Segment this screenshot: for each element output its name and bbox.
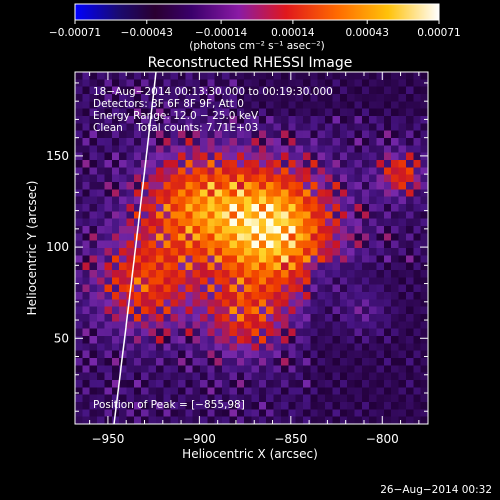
colorbar-ticks: −0.00071 −0.00043 −0.00014 0.00014 0.00043 0.… <box>49 20 461 39</box>
y-tick-label: 100 <box>46 240 69 254</box>
plot-frame <box>74 71 429 425</box>
colorbar-units: (photons cm⁻² s⁻¹ asec⁻²) <box>189 40 324 52</box>
colorbar-tick-label: −0.00043 <box>121 27 173 39</box>
peak-position-label: Position of Peak = [−855,98] <box>93 399 245 411</box>
colorbar-tick-label: −0.00014 <box>195 27 248 39</box>
y-tick-label: 50 <box>54 331 69 345</box>
info-energy-range: Energy Range: 12.0 − 25.0 keV <box>93 110 259 122</box>
info-clean-counts: Clean Total counts: 7.71E+03 <box>93 122 259 134</box>
colorbar-tick-label: 0.00071 <box>417 27 460 39</box>
colorbar-tick-label: −0.00071 <box>49 27 101 39</box>
colorbar <box>74 3 440 21</box>
solar-limb <box>113 71 157 425</box>
chart-title: Reconstructed RHESSI Image <box>148 55 353 71</box>
x-tick-label: −950 <box>91 432 124 446</box>
x-tick-label: −850 <box>274 432 307 446</box>
heatmap-image <box>75 72 428 424</box>
colorbar-tick-label: 0.00043 <box>346 27 389 39</box>
y-tick-label: 150 <box>46 149 69 163</box>
x-tick-label: −800 <box>366 432 399 446</box>
colorbar-tick-label: 0.00014 <box>271 27 315 39</box>
x-tick-label: −900 <box>183 432 216 446</box>
x-axis-label: Heliocentric X (arcsec) <box>182 447 318 461</box>
footer-date: 26−Aug−2014 00:32 <box>380 484 492 496</box>
y-axis-ticks: 50 100 150 <box>46 82 428 412</box>
y-axis-label: Heliocentric Y (arcsec) <box>25 181 39 316</box>
info-time-range: 18−Aug−2014 00:13:30.000 to 00:19:30.000 <box>93 86 333 98</box>
x-axis-ticks: −950 −900 −850 −800 <box>89 72 420 446</box>
info-detectors: Detectors: 3F 6F 8F 9F, Att 0 <box>93 98 244 110</box>
